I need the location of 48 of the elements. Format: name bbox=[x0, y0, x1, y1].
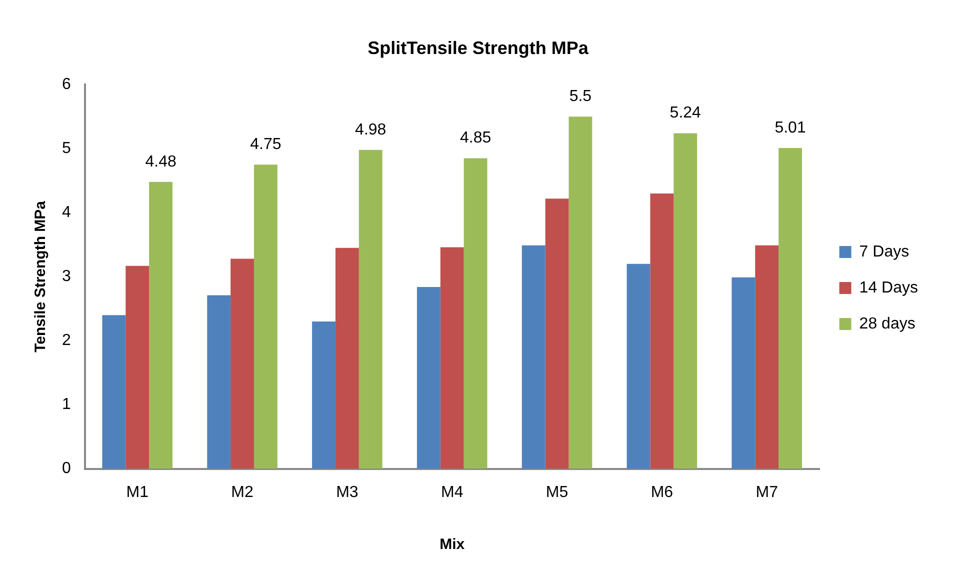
data-label: 4.98 bbox=[355, 121, 386, 138]
bar bbox=[464, 158, 488, 469]
bar bbox=[416, 286, 440, 469]
x-tick-label: M7 bbox=[756, 484, 778, 501]
x-tick-label: M6 bbox=[650, 484, 674, 501]
y-axis-title: Tensile Strength MPa bbox=[32, 200, 50, 352]
data-label: 5.5 bbox=[569, 88, 592, 106]
legend-label: 14 Days bbox=[859, 279, 918, 296]
bar bbox=[126, 266, 150, 469]
chart-title: SplitTensile Strength MPa bbox=[368, 38, 590, 58]
bar bbox=[650, 193, 674, 469]
bar bbox=[732, 277, 756, 469]
bar bbox=[626, 264, 650, 469]
bar bbox=[312, 322, 336, 469]
y-tick-label: 2 bbox=[62, 332, 71, 350]
data-label: 4.75 bbox=[250, 136, 282, 154]
y-tick-label: 1 bbox=[62, 396, 71, 414]
bar bbox=[230, 258, 254, 469]
y-tick-label: 3 bbox=[62, 268, 71, 286]
bar bbox=[778, 148, 802, 469]
x-tick-label: M3 bbox=[336, 484, 358, 501]
x-tick-label: M4 bbox=[440, 484, 464, 501]
y-tick-label: 4 bbox=[62, 204, 71, 222]
y-tick-label: 0 bbox=[62, 460, 71, 478]
bar bbox=[149, 182, 173, 469]
bar bbox=[545, 198, 569, 469]
data-label: 5.01 bbox=[774, 119, 806, 136]
bar bbox=[755, 245, 779, 469]
legend-label: 28 days bbox=[859, 315, 916, 332]
legend-label: 7 Days bbox=[859, 243, 910, 260]
bar bbox=[358, 150, 382, 469]
bar bbox=[335, 248, 359, 469]
x-tick-label: M1 bbox=[126, 484, 149, 501]
bar bbox=[102, 315, 126, 469]
bar bbox=[674, 133, 698, 469]
x-axis-title: Mix bbox=[440, 536, 466, 554]
data-label: 5.24 bbox=[670, 104, 702, 122]
bar bbox=[440, 247, 464, 469]
x-tick-label: M2 bbox=[231, 484, 254, 501]
data-label: 4.48 bbox=[145, 153, 176, 170]
bar bbox=[207, 295, 231, 469]
data-label: 4.85 bbox=[460, 130, 492, 147]
y-tick-label: 5 bbox=[62, 140, 71, 158]
bar bbox=[522, 245, 546, 469]
bar bbox=[254, 164, 278, 469]
bar bbox=[568, 116, 592, 469]
x-tick-label: M5 bbox=[546, 484, 568, 501]
y-tick-label: 6 bbox=[62, 76, 71, 94]
